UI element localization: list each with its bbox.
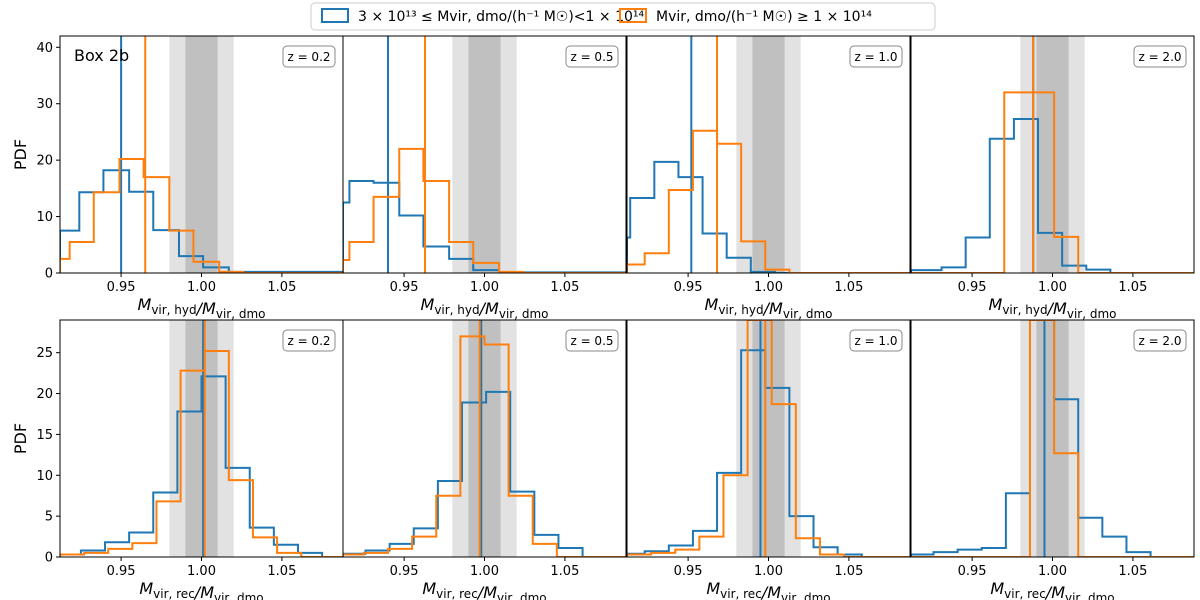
redshift-badge bbox=[282, 45, 336, 68]
x-tick-label: 1.00 bbox=[470, 280, 499, 295]
inner-band bbox=[185, 36, 218, 273]
y-tick-label: 5 bbox=[45, 510, 53, 525]
redshift-badge-text: z = 2.0 bbox=[1138, 50, 1181, 64]
x-axis-label: Mvir, hyd/Mvir, dmo bbox=[989, 295, 1117, 321]
x-tick-label: 0.95 bbox=[107, 280, 136, 295]
y-tick-label: 10 bbox=[36, 210, 53, 225]
x-tick-label: 0.95 bbox=[390, 280, 419, 295]
x-tick-label: 1.05 bbox=[1118, 280, 1147, 295]
y-tick-label: 10 bbox=[36, 469, 53, 484]
panel-rec-0.5: 0.95 1.00 1.05 Mvir, rec/Mvir, dmo z = 0.5 bbox=[342, 319, 627, 600]
panel-rec-1.0: 0.95 1.00 1.05 Mvir, rec/Mvir, dmo z = 1.0 bbox=[626, 319, 911, 600]
legend-box bbox=[310, 2, 936, 31]
x-axis-label: Mvir, hyd/Mvir, dmo bbox=[421, 295, 549, 321]
redshift-badge-text: z = 0.2 bbox=[287, 50, 330, 64]
legend-swatch-low-mass bbox=[321, 8, 349, 23]
y-tick-label: 15 bbox=[36, 428, 53, 443]
y-tick-label: 20 bbox=[36, 154, 53, 169]
x-axis-label: Mvir, rec/Mvir, dmo bbox=[139, 579, 263, 600]
x-tick-label: 0.95 bbox=[390, 564, 419, 579]
x-tick-label: 1.05 bbox=[834, 564, 863, 579]
redshift-badge bbox=[849, 329, 903, 352]
histogram-step-high-mass bbox=[60, 350, 343, 557]
histogram-step-high-mass bbox=[911, 91, 1194, 273]
x-tick-label: 1.05 bbox=[550, 564, 579, 579]
x-tick-label: 1.00 bbox=[754, 280, 783, 295]
x-axis-label: Mvir, rec/Mvir, dmo bbox=[990, 579, 1114, 600]
x-tick-label: 1.05 bbox=[834, 280, 863, 295]
panel-rec-0.2: 0.95 1.00 1.05 0 5 10 15 20 25 Mvir, rec/Mvir, dm… bbox=[11, 319, 344, 600]
histogram-step-low-mass bbox=[627, 349, 910, 557]
y-axis-label: PDF bbox=[11, 139, 30, 170]
legend-label-low-mass: 3 × 10¹³ ≤ Mvir, dmo/(h⁻¹ M☉)<1 × 10¹⁴ bbox=[358, 9, 644, 25]
redshift-badge-text: z = 0.5 bbox=[570, 334, 613, 348]
x-tick-label: 1.00 bbox=[187, 280, 216, 295]
x-axis-label: Mvir, rec/Mvir, dmo bbox=[422, 579, 546, 600]
y-axis-label: PDF bbox=[11, 423, 30, 454]
x-axis-label: Mvir, hyd/Mvir, dmo bbox=[138, 295, 266, 321]
histogram-step-high-mass bbox=[60, 158, 343, 273]
redshift-badge bbox=[849, 45, 903, 68]
x-tick-label: 1.00 bbox=[754, 564, 783, 579]
histogram-step-high-mass bbox=[343, 147, 626, 273]
x-tick-label: 1.05 bbox=[267, 564, 296, 579]
inner-band bbox=[752, 320, 785, 557]
x-tick-label: 0.95 bbox=[674, 564, 703, 579]
redshift-badge bbox=[565, 45, 619, 68]
y-tick-label: 20 bbox=[36, 387, 53, 402]
inner-band bbox=[185, 320, 218, 557]
histogram-step-low-mass bbox=[627, 160, 910, 273]
histogram-step-high-mass bbox=[343, 335, 626, 557]
y-tick-label: 40 bbox=[36, 41, 53, 56]
legend: 3 × 10¹³ ≤ Mvir, dmo/(h⁻¹ M☉)<1 × 10¹⁴ Mv… bbox=[310, 2, 936, 31]
x-tick-label: 0.95 bbox=[958, 564, 987, 579]
redshift-badge-text: z = 0.5 bbox=[570, 50, 613, 64]
box-label: Box 2b bbox=[74, 46, 129, 65]
x-tick-label: 0.95 bbox=[958, 280, 987, 295]
inner-band bbox=[468, 36, 501, 273]
x-axis-label: Mvir, hyd/Mvir, dmo bbox=[705, 295, 833, 321]
x-tick-label: 0.95 bbox=[674, 280, 703, 295]
redshift-badge bbox=[1133, 329, 1187, 352]
legend-label-high-mass: Mvir, dmo/(h⁻¹ M☉) ≥ 1 × 10¹⁴ bbox=[656, 9, 872, 25]
redshift-badge-text: z = 0.2 bbox=[287, 334, 330, 348]
x-tick-label: 0.95 bbox=[107, 564, 136, 579]
histogram-step-low-mass bbox=[343, 180, 626, 273]
redshift-badge bbox=[1133, 45, 1187, 68]
histogram-step-low-mass bbox=[60, 169, 343, 273]
x-tick-label: 1.00 bbox=[470, 564, 499, 579]
y-tick-label: 0 bbox=[45, 267, 53, 282]
redshift-badge-text: z = 1.0 bbox=[854, 50, 897, 64]
histogram-step-high-mass bbox=[627, 320, 910, 557]
redshift-badge-text: z = 2.0 bbox=[1138, 334, 1181, 348]
histogram-step-low-mass bbox=[343, 390, 626, 557]
redshift-badge bbox=[282, 329, 336, 352]
panel-hyd-0.2: 0.95 1.00 1.05 0 10 20 30 40 Mvir, hyd/Mvir, dmo… bbox=[11, 35, 344, 321]
x-tick-label: 1.00 bbox=[187, 564, 216, 579]
y-tick-label: 25 bbox=[36, 346, 53, 361]
histogram-step-low-mass bbox=[60, 375, 343, 557]
inner-band bbox=[1036, 320, 1069, 557]
x-tick-label: 1.05 bbox=[550, 280, 579, 295]
redshift-badge bbox=[565, 329, 619, 352]
histogram-step-low-mass bbox=[911, 320, 1194, 557]
panels: 0.95 1.00 1.05 0 10 20 30 40 Mvir, hyd/Mvir, dmo… bbox=[11, 35, 1195, 600]
x-axis-label: Mvir, rec/Mvir, dmo bbox=[706, 579, 830, 600]
histogram-step-low-mass bbox=[911, 117, 1194, 273]
inner-band bbox=[752, 36, 785, 273]
x-tick-label: 1.05 bbox=[267, 280, 296, 295]
legend-swatch-high-mass bbox=[619, 8, 647, 23]
panel-rec-2.0: 0.95 1.00 1.05 Mvir, rec/Mvir, dmo z = 2.0 bbox=[910, 319, 1195, 600]
x-tick-label: 1.05 bbox=[1118, 564, 1147, 579]
x-tick-label: 1.00 bbox=[1038, 564, 1067, 579]
inner-band bbox=[468, 320, 501, 557]
x-tick-label: 1.00 bbox=[1038, 280, 1067, 295]
y-tick-label: 30 bbox=[36, 97, 53, 112]
redshift-badge-text: z = 1.0 bbox=[854, 334, 897, 348]
y-tick-label: 0 bbox=[45, 551, 53, 566]
